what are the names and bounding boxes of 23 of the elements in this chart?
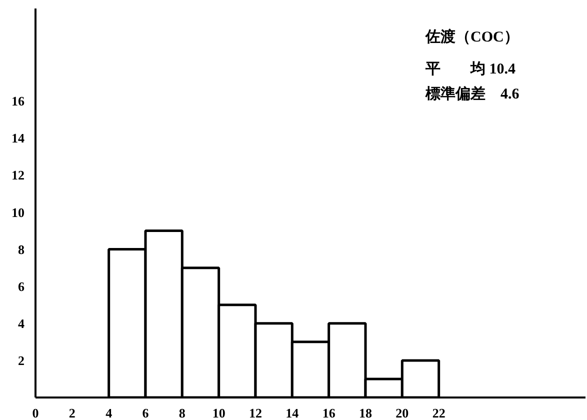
x-tick-label: 22: [432, 406, 446, 420]
y-tick-label: 6: [18, 278, 25, 294]
y-tick-label: 4: [18, 316, 25, 331]
y-tick-label: 16: [12, 94, 25, 109]
x-tick-label: 0: [32, 406, 39, 420]
x-tick-label: 6: [142, 406, 150, 420]
y-tick-label: 2: [18, 352, 24, 368]
x-tick-label: 18: [359, 406, 372, 420]
x-tick-label: 16: [322, 406, 336, 420]
y-tick-label: 12: [12, 168, 24, 183]
x-tick-label: 14: [286, 406, 300, 420]
x-tick-label: 8: [178, 406, 186, 420]
y-tick-label: 10: [12, 204, 24, 220]
y-tick-label: 14: [12, 130, 25, 146]
x-tick-label: 12: [249, 406, 262, 420]
annotation: 平 均 10.4: [424, 60, 516, 78]
x-tick-label: 20: [396, 406, 409, 420]
annotation: 佐渡（COC）: [424, 28, 519, 46]
annotation: 標準偏差 4.6: [424, 86, 520, 102]
x-tick-label: 10: [212, 406, 226, 420]
x-tick-label: 4: [106, 406, 113, 420]
x-tick-label: 2: [68, 406, 76, 420]
y-tick-label: 8: [18, 242, 25, 257]
